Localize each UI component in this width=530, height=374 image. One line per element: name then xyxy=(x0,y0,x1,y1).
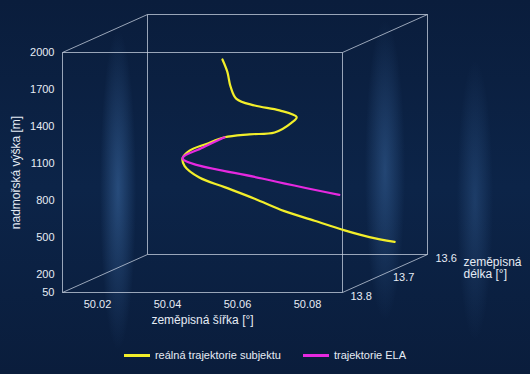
svg-text:1400: 1400 xyxy=(30,120,54,132)
svg-text:200: 200 xyxy=(36,268,54,280)
svg-text:13.6: 13.6 xyxy=(436,252,457,264)
svg-text:zeměpisnádélka [°]: zeměpisnádélka [°] xyxy=(464,255,522,281)
svg-text:1100: 1100 xyxy=(31,157,55,169)
svg-text:50.08: 50.08 xyxy=(294,298,322,310)
svg-text:zeměpisná šířka [°]: zeměpisná šířka [°] xyxy=(151,313,253,327)
svg-text:50.06: 50.06 xyxy=(224,298,252,310)
svg-text:13.8: 13.8 xyxy=(351,290,372,302)
svg-text:50.04: 50.04 xyxy=(154,298,182,310)
svg-text:50.02: 50.02 xyxy=(84,298,112,310)
svg-text:1700: 1700 xyxy=(30,83,54,95)
svg-text:800: 800 xyxy=(36,194,54,206)
svg-text:500: 500 xyxy=(36,231,54,243)
html-text:trajektorie ELA: trajektorie ELA xyxy=(333,349,407,361)
svg-text:50: 50 xyxy=(42,286,54,298)
svg-text:2000: 2000 xyxy=(30,46,54,58)
svg-text:13.7: 13.7 xyxy=(393,271,414,283)
html-text:reálná trajektorie subjektu: reálná trajektorie subjektu xyxy=(154,349,281,361)
svg-text:nadmořská výška [m]: nadmořská výška [m] xyxy=(9,116,23,229)
